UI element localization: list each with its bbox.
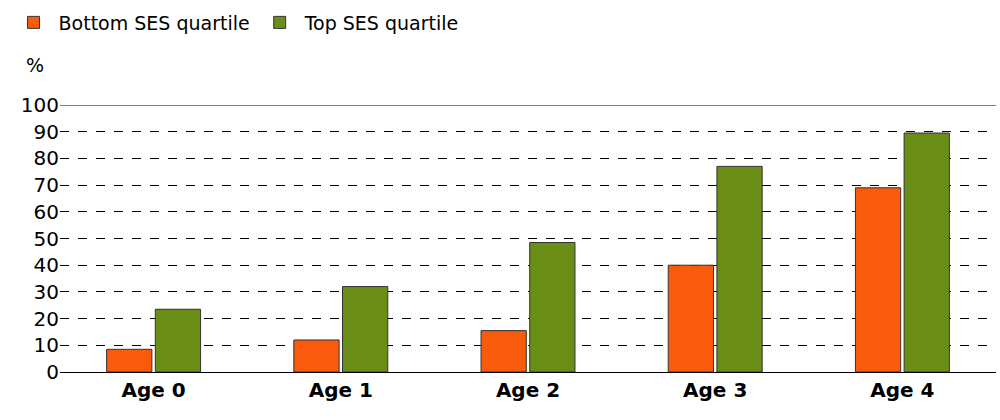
svg-text:40: 40 — [34, 253, 59, 277]
svg-text:Bottom SES quartile: Bottom SES quartile — [59, 12, 250, 34]
svg-text:80: 80 — [34, 146, 59, 170]
svg-text:10: 10 — [34, 333, 59, 357]
svg-text:Age 0: Age 0 — [121, 378, 185, 402]
svg-text:Age 1: Age 1 — [309, 378, 373, 402]
svg-text:%: % — [26, 54, 44, 76]
svg-text:Age 3: Age 3 — [683, 378, 747, 402]
svg-text:50: 50 — [34, 227, 59, 251]
svg-text:Top SES quartile: Top SES quartile — [304, 12, 459, 34]
svg-text:90: 90 — [34, 120, 59, 144]
svg-text:30: 30 — [34, 280, 59, 304]
svg-text:60: 60 — [34, 200, 59, 224]
svg-text:Age 2: Age 2 — [496, 378, 560, 402]
svg-text:Age 4: Age 4 — [870, 378, 934, 402]
svg-text:100: 100 — [21, 93, 59, 117]
svg-text:20: 20 — [34, 307, 59, 331]
svg-text:0: 0 — [46, 360, 59, 384]
svg-text:70: 70 — [34, 173, 59, 197]
